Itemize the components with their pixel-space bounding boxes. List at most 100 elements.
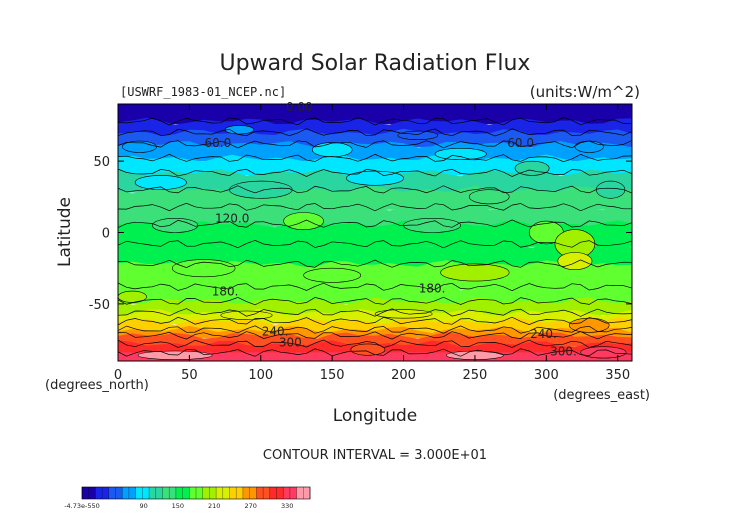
colorbar-segment [269, 487, 284, 499]
x-tick-label: 200 [391, 368, 416, 383]
colorbar-tick-label: 270 [244, 502, 256, 510]
heatmap-patch [350, 343, 386, 356]
heatmap-patch [595, 180, 626, 199]
contour-label: 120.0 [215, 212, 249, 226]
y-tick-label: -50 [89, 298, 110, 313]
colorbar-segment [162, 487, 177, 499]
heatmap-patch [224, 125, 254, 135]
contour-line [118, 308, 632, 317]
heatmap-band [118, 141, 632, 162]
contour-line [118, 331, 632, 340]
heatmap-patch [397, 130, 439, 140]
contour-line [118, 168, 632, 177]
colorbar-tick-label: 90 [139, 502, 147, 510]
heatmap-patch [434, 148, 487, 161]
contour-label: 300. [550, 344, 577, 358]
colorbar-segment [229, 487, 244, 499]
contour-line [118, 316, 632, 326]
contour-label: 240. [530, 327, 557, 341]
contour-label: 0.00 [286, 100, 313, 114]
y-tick-label: 0 [102, 227, 110, 242]
y-unit-label: (degrees_north) [45, 378, 149, 393]
colorbar-segment [122, 487, 136, 499]
heatmap-patch [374, 309, 433, 319]
colorbar-segment [149, 487, 163, 499]
x-tick-label: 350 [605, 368, 630, 383]
plot-area [118, 104, 632, 361]
heatmap-patch [172, 259, 236, 278]
y-tick-label: 50 [93, 155, 110, 170]
contour-interval: CONTOUR INTERVAL = 3.000E+01 [263, 448, 487, 463]
x-tick-label: 50 [181, 368, 198, 383]
heatmap-patch [468, 189, 510, 205]
colorbar-segment [242, 487, 257, 499]
units-label: (units:W/m^2) [530, 83, 640, 101]
x-tick-label: 100 [248, 368, 273, 383]
heatmap-patch [220, 310, 273, 320]
contour-label: 180. [419, 282, 446, 296]
contour-line [118, 219, 632, 228]
x-tick-label: 250 [463, 368, 488, 383]
colorbar-frame [81, 486, 311, 500]
colorbar-segment [202, 487, 217, 499]
heatmap-blobs [118, 125, 627, 360]
contour-line [118, 117, 632, 126]
colorbar-segment [283, 487, 297, 499]
heatmap-patch [580, 346, 627, 359]
heatmap-patch [311, 142, 353, 158]
contour-label: 180. [212, 284, 239, 298]
heatmap-patch [229, 180, 293, 199]
contour-label: 60.0 [507, 136, 534, 150]
colorbar-segment [216, 487, 230, 499]
y-axis-ticks: 50 0 -50 [89, 155, 632, 313]
contour-line [118, 259, 632, 268]
heatmap-patch [152, 217, 199, 233]
colorbar-segment [95, 487, 110, 499]
colorbar-segment [189, 487, 204, 499]
file-label: [USWRF_1983-01_NCEP.nc] [120, 85, 286, 99]
x-tick-label: 300 [534, 368, 559, 383]
colorbar-segment [108, 487, 123, 499]
contour-line [118, 140, 632, 149]
contour-line [118, 296, 632, 306]
contour-label: 240. [262, 324, 289, 338]
heatmap-patch [574, 140, 604, 153]
y-axis-label: Latitude [55, 197, 75, 267]
contour-lines [118, 117, 632, 357]
heatmap-patch [557, 252, 593, 271]
contour-line [118, 339, 632, 348]
colorbar [81, 486, 311, 500]
heatmap-band [118, 104, 632, 125]
heatmap-patch [440, 263, 510, 282]
contour-label: 60.0 [205, 136, 232, 150]
x-axis-ticks: 0 50 100 150 200 250 300 350 [114, 104, 630, 383]
contour-line [118, 202, 632, 212]
colorbar-segment [82, 487, 96, 499]
x-axis-label: Longitude [333, 406, 418, 426]
chart-title: Upward Solar Radiation Flux [220, 51, 531, 76]
colorbar-tick-label: 330 [281, 502, 293, 510]
heatmap-patch [303, 267, 362, 283]
colorbar-segment [296, 487, 311, 499]
contour-line [118, 128, 632, 137]
colorbar-labels: -4.73e-550 90 150 210 270 330 [64, 502, 293, 510]
colorbar-tick-label: 210 [208, 502, 220, 510]
heatmap-band [118, 154, 632, 176]
contour-line [118, 282, 632, 292]
colorbar-tick-label: 150 [172, 502, 184, 510]
contour-label: 300. [279, 336, 306, 350]
contour-line [118, 348, 632, 357]
heatmap-patch [137, 350, 213, 360]
contour-line [118, 185, 632, 194]
colorbar-tick-label: -4.73e-550 [64, 502, 100, 510]
colorbar-segment [256, 487, 271, 499]
heatmap-band [118, 331, 632, 347]
x-unit-label: (degrees_east) [553, 388, 650, 403]
colorbar-segment [175, 487, 190, 499]
heatmap-band [118, 283, 632, 305]
x-tick-label: 150 [320, 368, 345, 383]
x-tick-label: 0 [114, 368, 122, 383]
heatmap-band [118, 203, 632, 227]
